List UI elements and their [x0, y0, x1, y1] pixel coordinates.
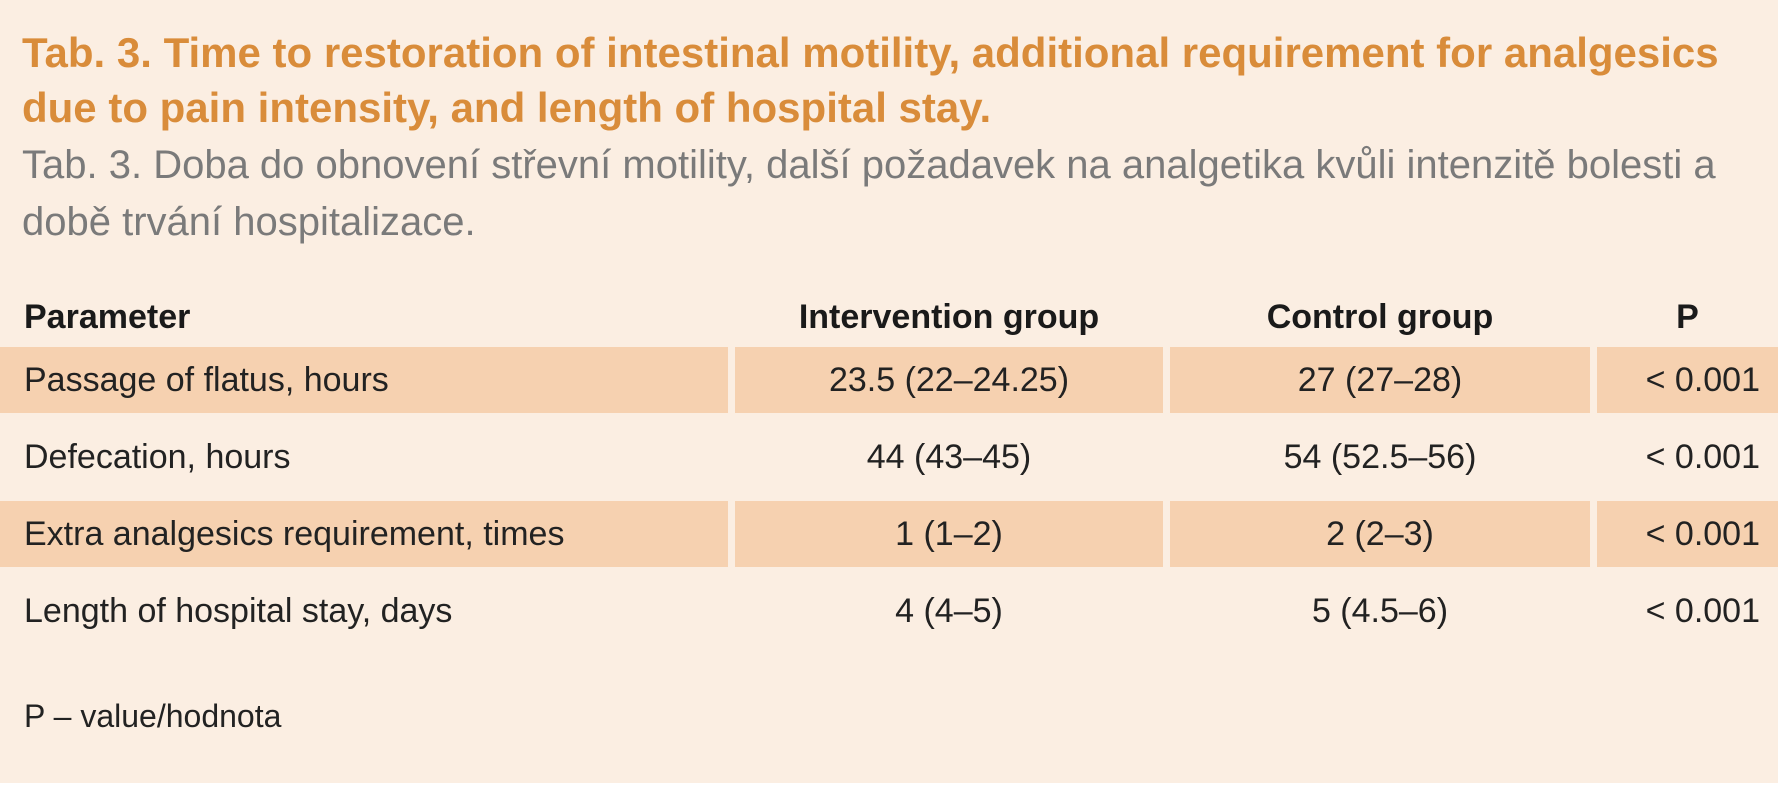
row-intervention-value: 23.5 (22–24.25): [735, 347, 1163, 413]
row-intervention-value: 4 (4–5): [895, 591, 1003, 630]
row-control-value: 2 (2–3): [1170, 501, 1590, 567]
table-row: Extra analgesics requirement, times 1 (1…: [0, 501, 1778, 567]
header-p-value: P: [1676, 297, 1699, 336]
table-row: Length of hospital stay, days 4 (4–5) 5 …: [0, 578, 1778, 644]
table-title-english: Tab. 3. Time to restoration of intestina…: [22, 29, 1719, 131]
table-header-row: Parameter Intervention group Control gro…: [0, 287, 1778, 347]
row-parameter: Defecation, hours: [24, 437, 291, 476]
row-control-value: 54 (52.5–56): [1283, 437, 1477, 476]
row-parameter: Passage of flatus, hours: [0, 347, 728, 413]
row-p-value: < 0.001: [1597, 501, 1778, 567]
row-p-value: < 0.001: [1597, 347, 1778, 413]
row-parameter: Extra analgesics requirement, times: [0, 501, 728, 567]
table-title-czech: Tab. 3. Doba do obnovení střevní motilit…: [22, 143, 1716, 244]
row-parameter: Length of hospital stay, days: [24, 591, 453, 630]
row-intervention-value: 44 (43–45): [866, 437, 1032, 476]
table-footnote: P – value/hodnota: [24, 698, 282, 734]
row-control-value: 5 (4.5–6): [1311, 591, 1449, 630]
row-intervention-value: 1 (1–2): [735, 501, 1163, 567]
header-control-group: Control group: [1266, 297, 1494, 336]
row-control-value: 27 (27–28): [1170, 347, 1590, 413]
table-panel: Tab. 3. Time to restoration of intestina…: [0, 0, 1778, 783]
header-intervention-group: Intervention group: [798, 297, 1100, 336]
table-row: Passage of flatus, hours 23.5 (22–24.25)…: [0, 347, 1778, 413]
table-row: Defecation, hours 44 (43–45) 54 (52.5–56…: [0, 424, 1778, 490]
row-p-value: < 0.001: [1645, 591, 1760, 630]
header-parameter: Parameter: [24, 297, 191, 336]
row-p-value: < 0.001: [1645, 437, 1760, 476]
